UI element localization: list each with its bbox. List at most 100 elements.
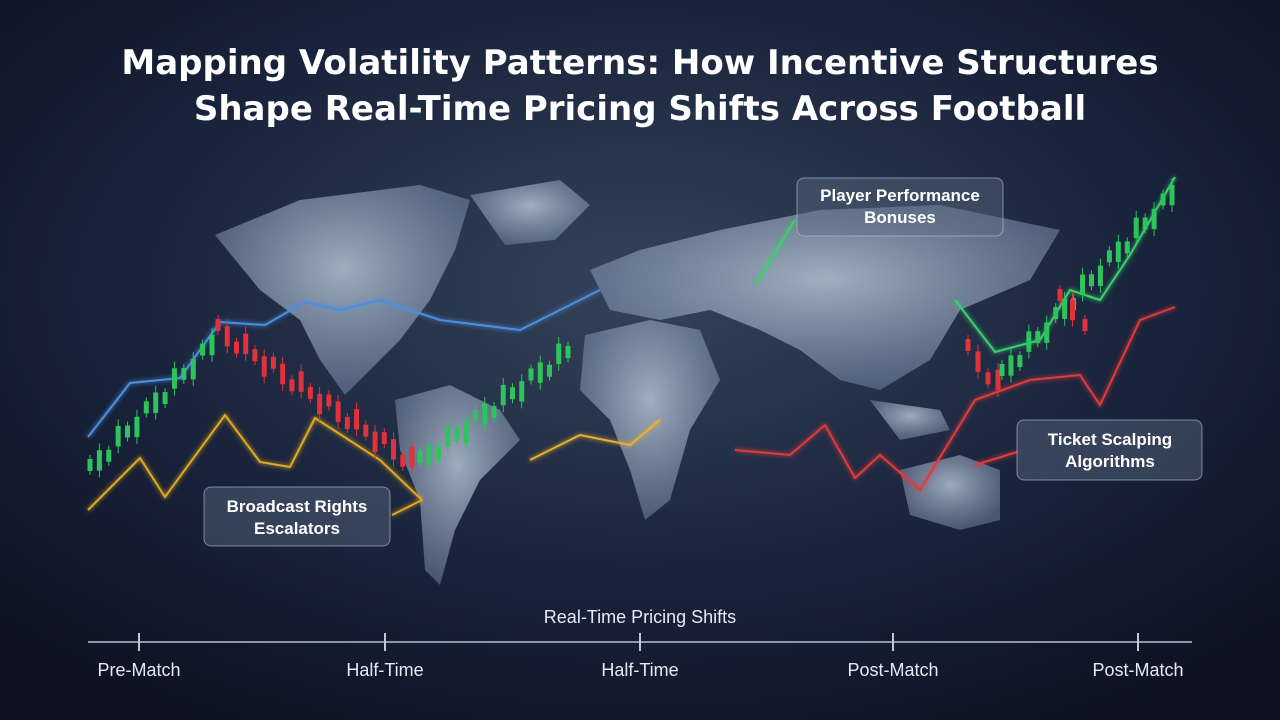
- candle-body: [243, 333, 249, 355]
- candle-body: [999, 364, 1005, 376]
- candle-body: [436, 447, 441, 460]
- candle-body: [965, 339, 971, 351]
- candle-body: [491, 406, 497, 418]
- callout-box: [796, 177, 1004, 237]
- candle-body: [190, 359, 196, 380]
- candle-body: [280, 363, 286, 385]
- callout-text: Bonuses: [864, 208, 936, 227]
- timeline-label: Real-Time Pricing Shifts: [544, 607, 736, 627]
- candle-body: [1088, 274, 1094, 287]
- callout-box: [1016, 419, 1203, 481]
- candle-body: [1017, 355, 1023, 368]
- candle-body: [381, 432, 387, 445]
- candle-body: [326, 394, 332, 407]
- candle-body: [1057, 289, 1063, 301]
- candle-body: [209, 334, 215, 356]
- candle-body: [307, 386, 313, 399]
- callouts: Player Performance Bonuses Broadcast Rig…: [203, 177, 1203, 547]
- callout-text: Broadcast Rights: [227, 497, 368, 516]
- timeline-tick-label: Half-Time: [346, 660, 423, 680]
- candle-body: [528, 368, 534, 381]
- candle-body: [1070, 299, 1075, 321]
- candle-body: [445, 426, 451, 447]
- candle-body: [1142, 217, 1148, 230]
- candle-body: [463, 422, 469, 443]
- timeline-ticks: Pre-Match Half-Time Half-Time Post-Match Pos…: [97, 633, 1184, 680]
- candle-body: [115, 425, 121, 447]
- candle-body: [344, 417, 350, 429]
- candle-body: [426, 444, 432, 466]
- candle-body: [565, 346, 571, 358]
- candle-body: [125, 425, 131, 438]
- candle-body: [1169, 184, 1175, 206]
- candle-body: [417, 451, 423, 463]
- candle-body: [1124, 241, 1130, 254]
- title: Mapping Volatility Patterns: How Incenti…: [121, 43, 1158, 83]
- candle-body: [1053, 307, 1059, 320]
- title: Shape Real-Time Pricing Shifts Across Fo…: [194, 89, 1086, 129]
- candle-body: [298, 371, 304, 392]
- candle-body: [87, 459, 93, 471]
- candle-body: [181, 367, 187, 380]
- callout-text: Algorithms: [1065, 452, 1155, 471]
- candle-body: [500, 384, 506, 406]
- candle-body: [409, 446, 415, 468]
- candle-body: [547, 364, 552, 377]
- candle-body: [372, 431, 378, 453]
- candle-body: [1044, 322, 1050, 343]
- candle-body: [400, 454, 406, 467]
- candle-body: [1080, 274, 1086, 295]
- candle-body: [1082, 319, 1088, 331]
- candle-body: [363, 424, 369, 437]
- candle-body: [556, 343, 562, 365]
- candle-body: [335, 401, 341, 422]
- candle-body: [1106, 250, 1112, 263]
- candle-body: [215, 319, 221, 331]
- timeline-tick-label: Post-Match: [847, 660, 938, 680]
- callout-text: Escalators: [254, 519, 340, 538]
- candle-body: [96, 450, 102, 471]
- candle-body: [985, 372, 991, 385]
- candle-body: [261, 356, 267, 377]
- candlesticks: [87, 178, 1175, 478]
- candle-body: [233, 341, 239, 354]
- timeline-tick-label: Post-Match: [1092, 660, 1183, 680]
- candle-body: [143, 401, 149, 414]
- callout-text: Player Performance: [820, 186, 980, 205]
- candle-body: [1097, 265, 1103, 286]
- candle-body: [454, 428, 460, 441]
- candle-body: [1151, 208, 1157, 230]
- candle-body: [1160, 193, 1166, 206]
- candle-body: [975, 351, 981, 372]
- candle-body: [995, 369, 1001, 391]
- candle-body: [106, 449, 112, 462]
- candle-body: [1008, 355, 1014, 376]
- candle-body: [1062, 298, 1068, 319]
- candle-body: [153, 392, 159, 413]
- candle-body: [1026, 331, 1032, 352]
- timeline-tick-label: Half-Time: [601, 660, 678, 680]
- candle-body: [473, 409, 478, 422]
- candle-body: [134, 416, 140, 438]
- candle-body: [510, 387, 515, 400]
- callout-box: [203, 486, 391, 547]
- trend-lines: [87, 176, 1176, 516]
- candle-body: [171, 368, 177, 389]
- candle-body: [1115, 241, 1121, 263]
- candle-body: [270, 356, 276, 369]
- candle-body: [354, 409, 360, 430]
- world-map: [215, 180, 1060, 585]
- candle-body: [1035, 331, 1041, 344]
- candle-body: [537, 362, 543, 383]
- candle-body: [252, 349, 258, 362]
- candle-body: [482, 403, 488, 425]
- candle-body: [1133, 217, 1139, 239]
- candle-body: [289, 379, 295, 392]
- candle-body: [200, 343, 206, 356]
- timeline-tick-label: Pre-Match: [97, 660, 180, 680]
- candle-body: [519, 381, 525, 402]
- candle-body: [162, 392, 168, 405]
- candle-body: [391, 439, 397, 460]
- candle-body: [224, 326, 230, 347]
